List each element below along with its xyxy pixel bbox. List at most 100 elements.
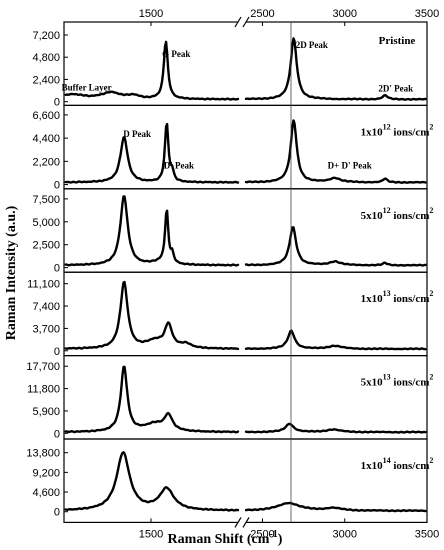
x-tick-label: 1500: [139, 8, 163, 20]
panel-4: 0 5,900 11,800 17,700 5x1013 ions/cm2: [26, 355, 433, 440]
panel-label-exp: 14: [383, 456, 391, 465]
panel-label-unit: ions/cm: [391, 460, 430, 472]
spectrum-left: [64, 40, 240, 101]
bottom-x-ticks: 1500 2500 3000 3500: [139, 518, 439, 540]
y-tick-label: 5,000: [32, 217, 60, 229]
y-tick-label: 7,200: [32, 30, 60, 42]
panel-label-unit: ions/cm: [391, 126, 430, 138]
panel-label-base: 5x10: [361, 210, 384, 222]
y-tick-label: 0: [54, 180, 60, 192]
spectrum-right: [244, 422, 427, 434]
y-tick-label: 11,800: [27, 384, 60, 396]
spectrum-right: [244, 119, 427, 184]
y-tick-label: 0: [54, 346, 60, 358]
panel-label-exp: 13: [383, 289, 391, 298]
x-axis-title: Raman Shift (cm-1): [168, 529, 283, 547]
panel-frame: [63, 355, 428, 440]
panel-2: 0 2,500 5,000 7,500 5x1012 ions/cm2: [32, 188, 434, 275]
break-gap: [238, 516, 246, 529]
panel-label-base: 1x10: [361, 460, 384, 472]
axis-break-marks: [234, 16, 250, 529]
peak-annotation: Buffer Layer: [62, 83, 112, 93]
panel-label-base: 1x10: [361, 126, 384, 138]
y-tick-label: 5,900: [32, 406, 60, 418]
x-tick-label: 1500: [139, 528, 163, 540]
y-tick-label: 2,500: [32, 240, 60, 252]
panel-1: 0 2,200 4,400 6,600 D Peak D' Peak D+ D' Peak 1…: [32, 104, 434, 192]
y-tick-label: 7,400: [32, 301, 60, 313]
peak-annotation: D Peak: [123, 129, 151, 139]
peak-annotation: 2D' Peak: [378, 84, 413, 94]
panel-label: 1x1013 ions/cm2: [361, 289, 434, 305]
panel-label: Pristine: [379, 35, 416, 47]
break-slash: [242, 517, 250, 528]
panel-label: 5x1012 ions/cm2: [361, 206, 434, 222]
spectrum-left: [64, 280, 240, 351]
x-tick-label: 3500: [415, 8, 439, 20]
y-tick-label: 4,400: [32, 133, 60, 145]
spectrum-left: [64, 365, 240, 434]
y-axis-title: Raman Intensity (a.u.): [4, 205, 19, 340]
panel-label-unit-exp: 2: [429, 373, 433, 382]
panel-label-exp: 13: [383, 373, 391, 382]
y-tick-label: 6,600: [32, 110, 60, 122]
panel-label: 1x1014 ions/cm2: [361, 456, 434, 472]
y-tick-label: 13,800: [26, 448, 60, 460]
peak-annotation: 2D Peak: [296, 40, 328, 50]
panel-label-unit-exp: 2: [429, 289, 433, 298]
x-axis-title-close: ): [278, 532, 283, 547]
spectrum-right: [244, 226, 427, 267]
spectrum-right: [244, 329, 427, 351]
y-tick-label: 2,200: [32, 156, 60, 168]
panel-label-unit-exp: 2: [429, 206, 433, 215]
spectrum-left: [64, 122, 240, 184]
panel-frame: [63, 271, 428, 357]
spectrum-right: [244, 501, 427, 513]
y-tick-label: 0: [54, 97, 60, 109]
y-tick-label: 7,500: [32, 194, 60, 206]
y-tick-label: 0: [54, 263, 60, 275]
panel-label-unit: ions/cm: [391, 293, 430, 305]
panel-label-unit-exp: 2: [429, 122, 433, 131]
peak-annotation: D+ D' Peak: [328, 161, 372, 171]
y-tick-label: 11,100: [27, 279, 60, 291]
y-tick-label: 0: [54, 428, 60, 440]
spectrum-left: [64, 195, 240, 267]
x-tick-label: 2500: [250, 8, 274, 20]
y-tick-label: 3,700: [32, 323, 60, 335]
y-tick-label: 2,400: [32, 74, 60, 86]
peak-annotation: G Peak: [162, 49, 190, 59]
x-tick-label: 3000: [332, 528, 356, 540]
y-tick-label: 17,700: [26, 361, 60, 373]
panel-label-exp: 12: [383, 122, 391, 131]
y-tick-label: 4,800: [32, 52, 60, 64]
panel-0: 0 2,400 4,800 7,200 Buffer Layer G Peak 2D Pea…: [32, 21, 428, 109]
panel-label-base: 5x10: [361, 377, 384, 389]
y-tick-label: 9,200: [32, 467, 60, 479]
x-tick-label: 3500: [415, 528, 439, 540]
y-tick-label: 0: [54, 507, 60, 519]
break-gap: [238, 16, 246, 28]
panel-label-exp: 12: [383, 206, 391, 215]
spectrum-right: [244, 37, 427, 101]
top-x-ticks: 1500 2500 3000 3500: [139, 8, 439, 26]
break-slash: [234, 16, 242, 28]
panel-frame: [63, 104, 428, 190]
peak-annotation: D' Peak: [164, 161, 194, 171]
panel-5: 0 4,600 9,200 13,800 1x1014 ions/cm2: [26, 438, 434, 524]
panel-label-unit-exp: 2: [429, 456, 433, 465]
x-tick-label: 2500: [250, 528, 274, 540]
break-slash: [242, 16, 250, 28]
x-tick-label: 3000: [332, 8, 356, 20]
panel-3: 0 3,700 7,400 11,100 1x1013 ions/cm2: [27, 271, 434, 358]
panel-label-text: Pristine: [379, 35, 416, 47]
panel-label-unit: ions/cm: [391, 377, 430, 389]
spectrum-left: [64, 451, 240, 512]
panel-label: 1x1012 ions/cm2: [361, 122, 434, 138]
panel-label-unit: ions/cm: [391, 210, 430, 222]
x-axis-title-sup: -1: [269, 529, 277, 540]
panel-label-base: 1x10: [361, 293, 384, 305]
y-tick-label: 4,600: [32, 487, 60, 499]
